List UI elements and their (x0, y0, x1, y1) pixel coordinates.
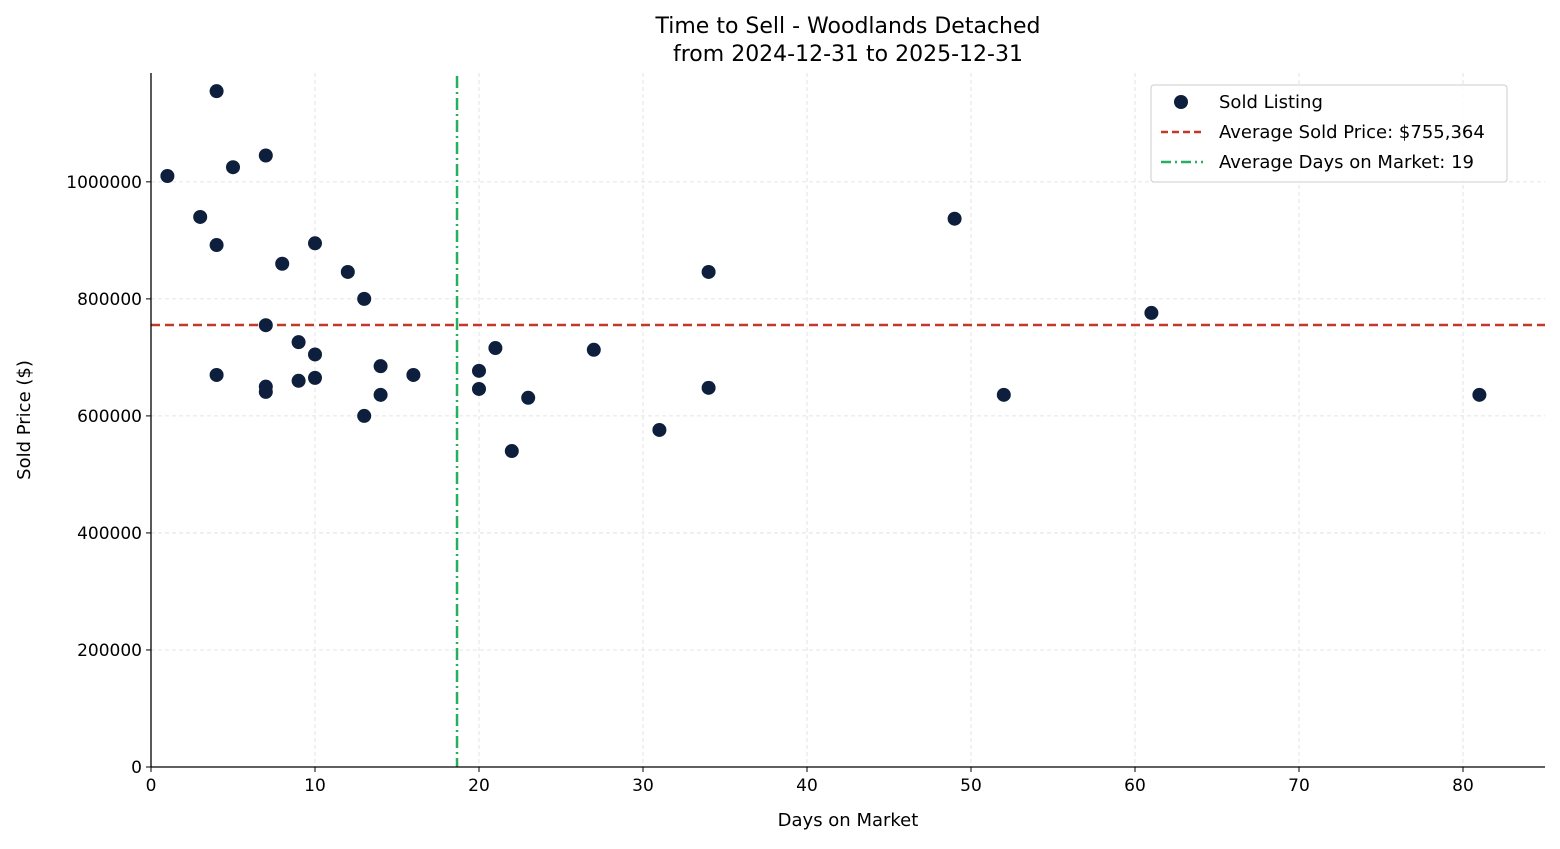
y-tick-label: 600000 (77, 407, 142, 427)
data-point (586, 342, 601, 357)
data-point (521, 390, 536, 405)
data-point (226, 160, 240, 175)
data-point (488, 341, 503, 356)
data-point (472, 381, 486, 396)
y-tick-label: 0 (131, 758, 142, 778)
x-tick-label: 60 (1124, 776, 1146, 796)
x-tick-label: 20 (468, 776, 490, 796)
y-axis-label: Sold Price ($) (14, 360, 35, 480)
data-point (308, 236, 322, 251)
data-point (357, 408, 372, 423)
x-tick-label: 30 (632, 776, 654, 796)
data-point (209, 367, 224, 382)
data-point (275, 256, 290, 271)
legend-label-avg-days: Average Days on Market: 19 (1219, 152, 1474, 173)
data-point (701, 380, 716, 395)
chart-subtitle: from 2024-12-31 to 2025-12-31 (673, 42, 1023, 67)
data-point (160, 168, 175, 183)
data-point (308, 370, 322, 385)
data-point (258, 148, 273, 163)
x-tick-label: 70 (1288, 776, 1310, 796)
x-tick-label: 40 (796, 776, 818, 796)
x-axis-label: Days on Market (778, 810, 919, 831)
data-point (258, 384, 273, 399)
legend-label-points: Sold Listing (1219, 92, 1323, 113)
x-tick-label: 10 (304, 776, 326, 796)
data-point (258, 318, 273, 333)
data-point (291, 373, 306, 388)
legend-marker-points (1174, 95, 1188, 109)
data-point (357, 291, 372, 306)
data-point (291, 335, 306, 350)
data-point (701, 264, 716, 279)
y-tick-label: 200000 (77, 641, 142, 661)
data-point (996, 387, 1011, 402)
x-tick-label: 0 (146, 776, 157, 796)
data-point (947, 211, 962, 226)
reference-lines (151, 76, 1545, 767)
data-point (406, 367, 421, 382)
data-point (209, 84, 224, 99)
legend: Sold Listing Average Sold Price: $755,36… (1150, 84, 1508, 183)
chart-title: Time to Sell - Woodlands Detached (655, 14, 1041, 39)
data-point (1472, 387, 1487, 402)
x-tick-label: 80 (1452, 776, 1474, 796)
data-point (193, 209, 208, 224)
x-tick-label: 50 (960, 776, 982, 796)
data-point (504, 444, 519, 459)
axes: 0 10 20 30 40 50 60 70 80 0 200000 400000 600000 8000… (66, 73, 1545, 796)
legend-frame (1150, 84, 1508, 183)
data-point (472, 363, 486, 378)
data-point (373, 387, 388, 402)
data-point (340, 264, 355, 279)
y-tick-label: 400000 (77, 524, 142, 544)
y-tick-label: 1000000 (66, 173, 142, 193)
data-point (373, 359, 388, 374)
data-point (652, 422, 667, 437)
y-tick-label: 800000 (77, 290, 142, 310)
points (160, 84, 1487, 459)
data-point (1144, 305, 1159, 320)
data-point (209, 238, 224, 253)
data-point (308, 347, 322, 362)
legend-label-avg-price: Average Sold Price: $755,364 (1219, 122, 1485, 143)
